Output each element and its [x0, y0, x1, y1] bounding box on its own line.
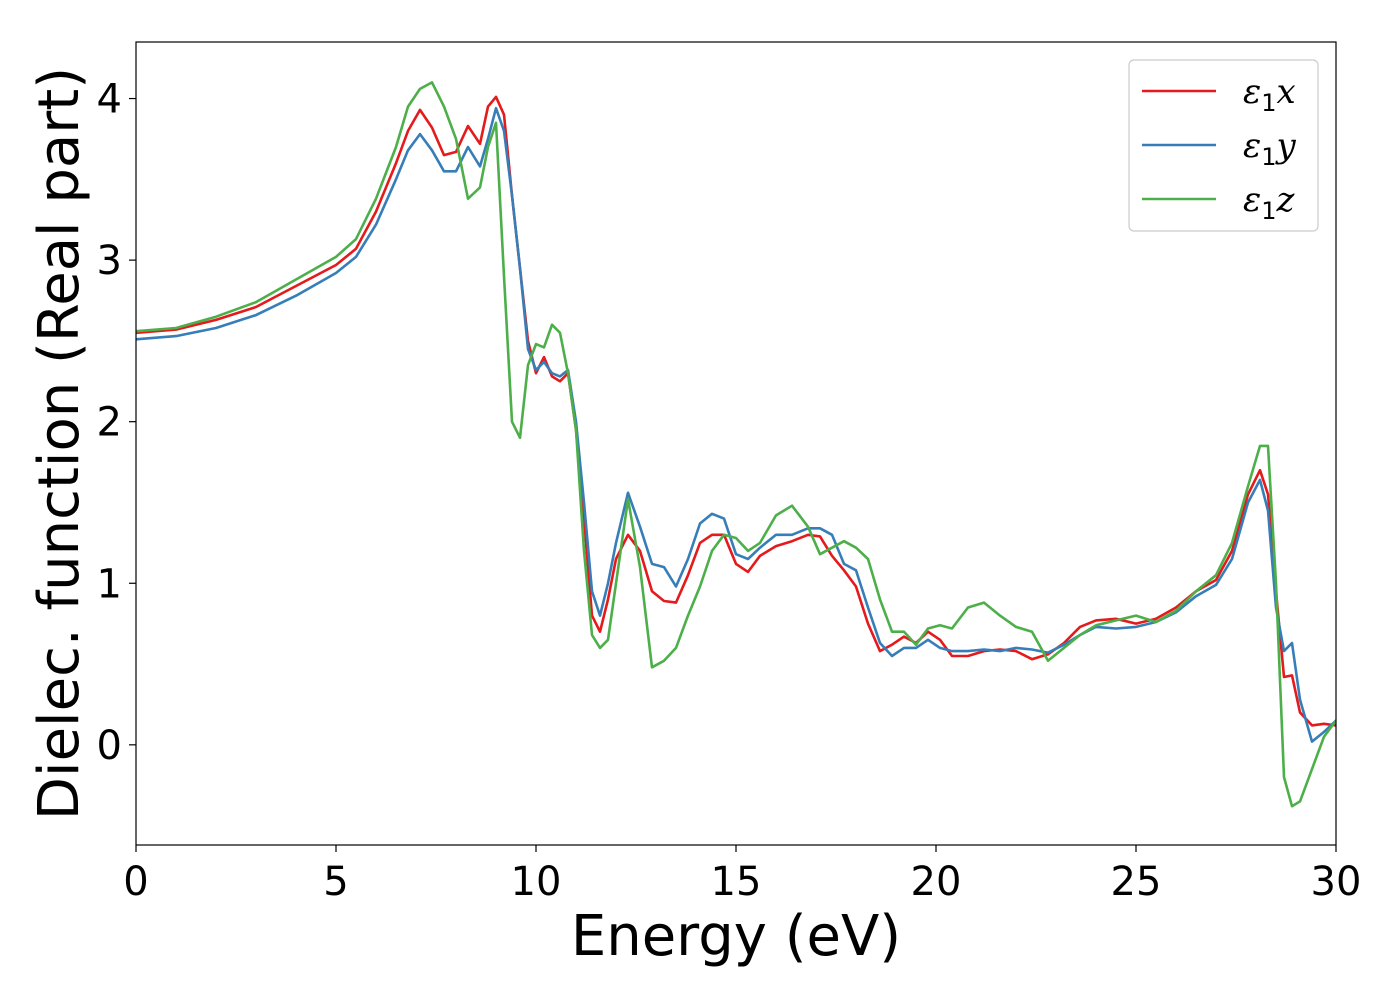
y-tick-label: 4 — [97, 77, 122, 123]
legend-subscript: 1 — [1261, 89, 1276, 117]
legend-base: ε — [1243, 126, 1261, 166]
y-tick-label: 2 — [97, 400, 122, 446]
x-tick-label: 10 — [511, 859, 562, 905]
legend-base: ε — [1243, 72, 1261, 112]
y-tick-label: 0 — [97, 723, 122, 769]
y-tick-label: 1 — [97, 561, 122, 607]
y-axis: 0 1 2 3 4 — [97, 77, 136, 769]
x-axis: 0 5 10 15 20 25 30 — [123, 845, 1361, 905]
legend-subscript: 1 — [1261, 143, 1276, 171]
legend-base: ε — [1243, 180, 1261, 220]
legend-variable: x — [1277, 72, 1296, 112]
legend-subscript: 1 — [1261, 197, 1276, 225]
x-tick-label: 30 — [1311, 859, 1362, 905]
series-line-z — [136, 81, 1336, 808]
x-axis-title: Energy (eV) — [571, 904, 901, 969]
y-axis-title: Dielec. function (Real part) — [27, 67, 92, 820]
legend-label-z: ε1z — [1243, 180, 1296, 225]
x-tick-label: 20 — [911, 859, 962, 905]
x-tick-label: 25 — [1111, 859, 1162, 905]
legend-variable: z — [1276, 180, 1296, 220]
series-line-y — [136, 106, 1336, 743]
legend-label-x: ε1x — [1243, 72, 1296, 117]
x-tick-label: 0 — [123, 859, 148, 905]
legend-box — [1128, 59, 1319, 232]
y-tick-label: 3 — [97, 238, 122, 284]
series-layer — [136, 81, 1336, 808]
x-tick-label: 5 — [323, 859, 348, 905]
legend-label-y: ε1y — [1243, 126, 1297, 171]
x-tick-label: 15 — [711, 859, 762, 905]
legend-variable: y — [1275, 126, 1297, 166]
